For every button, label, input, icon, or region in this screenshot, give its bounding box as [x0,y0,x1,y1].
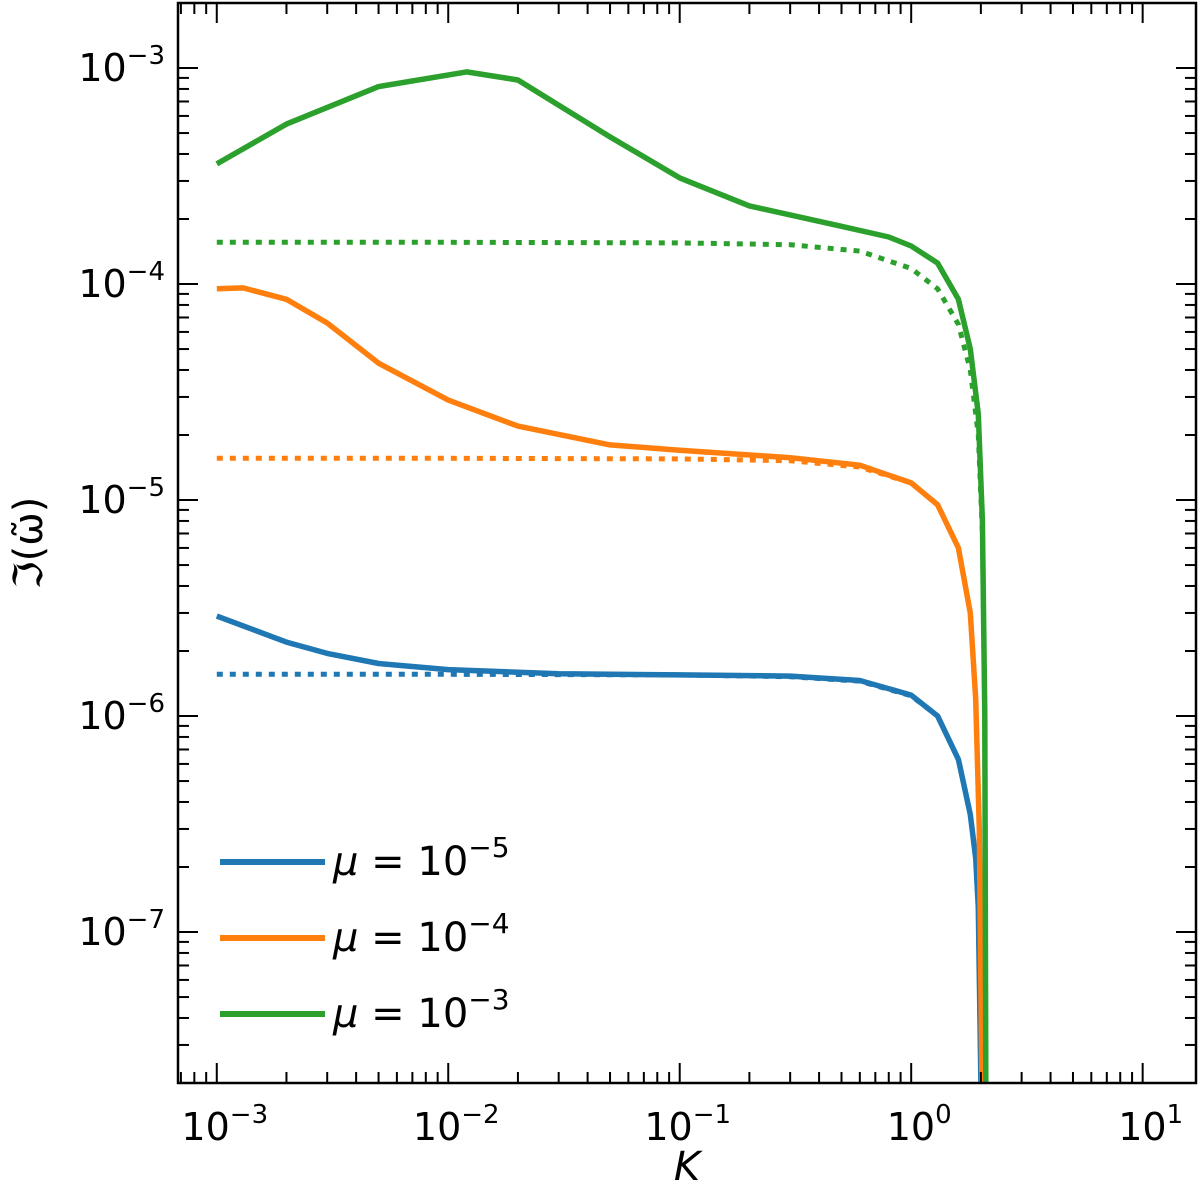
x-axis-label: K [674,1144,703,1190]
y-tick-label: 10−3 [78,41,165,90]
axis-ticks [178,2,1196,1084]
series-line-4-dotted [216,671,984,1083]
y-tick-label: 10−7 [78,905,165,954]
x-tick-label: 10−2 [413,1100,500,1149]
legend-label: μ = 10−5 [332,831,510,885]
axis-tick-labels: 10−3 10−2 10−1 100 101 10−7 10−6 10−5 10−4 10−3 [78,41,1183,1149]
y-axis-label: ℑ(ω̃) [6,497,52,590]
series-line-5-dotted [216,455,985,1083]
plot-area [215,69,989,1083]
x-tick-label: 10−3 [181,1100,268,1149]
series-line-1 [215,613,984,1083]
legend-label: μ = 10−3 [332,983,510,1037]
legend-label: μ = 10−4 [332,907,510,961]
series-line-2 [216,285,985,1083]
x-tick-label: 100 [887,1100,952,1149]
series-line-6-dotted [216,239,989,1083]
x-tick-label: 101 [1118,1100,1183,1149]
y-tick-label: 10−6 [78,689,165,738]
series-line-3 [215,69,989,1083]
y-tick-label: 10−5 [78,473,165,522]
y-tick-label: 10−4 [78,257,165,306]
x-tick-label: 10−1 [644,1100,731,1149]
legend: μ = 10−5 μ = 10−4 μ = 10−3 [220,831,510,1037]
plot-frame [176,1,1198,1085]
